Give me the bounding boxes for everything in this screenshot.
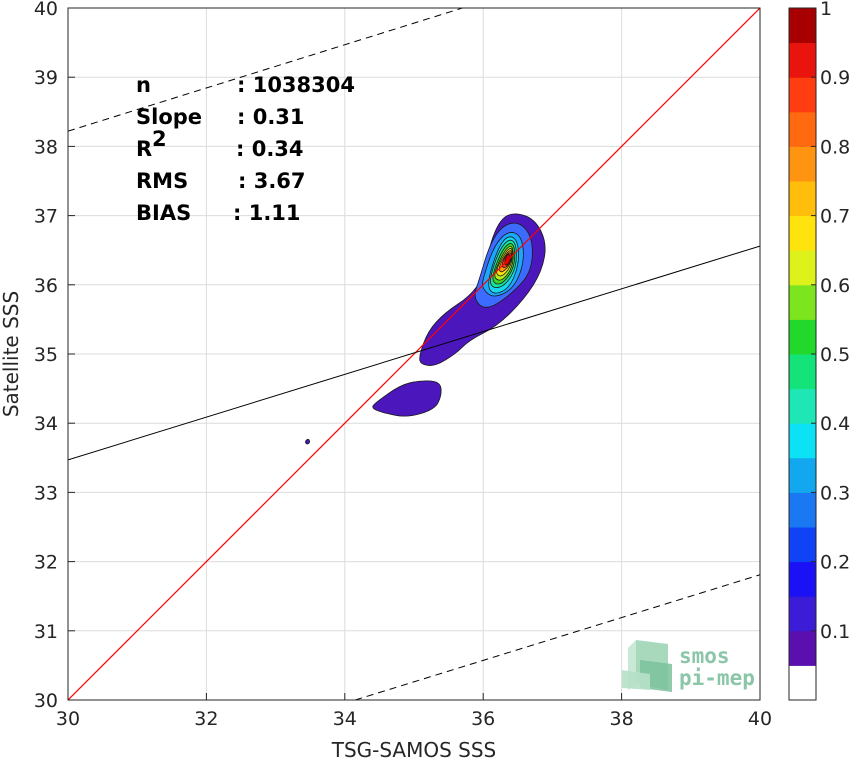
colorbar-band [789, 77, 816, 113]
y-tick-label: 35 [34, 344, 58, 366]
logo-graphic-icon [622, 640, 672, 692]
colorbar-tick-label: 0.7 [820, 206, 850, 228]
colorbar-band [789, 215, 816, 251]
stat-label: BIAS [136, 201, 191, 225]
y-tick-label: 32 [34, 552, 58, 574]
y-tick-label: 37 [34, 206, 58, 228]
colorbar-tick-label: 0.1 [820, 621, 850, 643]
smos-pi-mep-logo: smos pi-mep [622, 640, 755, 692]
colorbar-band [789, 596, 816, 632]
y-tick-label: 34 [34, 413, 58, 435]
colorbar-band [789, 354, 816, 390]
regression-fit-line [68, 245, 760, 461]
colorbar-band [789, 181, 816, 217]
stat-label-superscript: 2 [152, 127, 167, 151]
colorbar-tick-label: 0.3 [820, 482, 850, 504]
colorbar-tick-label: 1 [820, 0, 832, 20]
colorbar-tick-label: 0.9 [820, 67, 850, 89]
colorbar-band [789, 492, 816, 528]
colorbar [789, 8, 816, 701]
stat-value: : 3.67 [238, 169, 306, 193]
stat-label: n [136, 73, 151, 97]
colorbar-tick-label: 0.5 [820, 344, 850, 366]
y-axis-ticks: 30 31 32 33 34 35 36 37 38 39 40 [34, 0, 75, 712]
colorbar-band [789, 388, 816, 424]
y-tick-label: 38 [34, 136, 58, 158]
stat-label: Slope [136, 105, 202, 129]
colorbar-band [789, 527, 816, 563]
colorbar-band [789, 561, 816, 597]
y-tick-label: 31 [34, 621, 58, 643]
x-tick-label: 32 [194, 708, 218, 730]
y-tick-label: 33 [34, 482, 58, 504]
colorbar-band [789, 457, 816, 493]
colorbar-ticks: 0.1 0.2 0.3 0.4 0.5 0.6 0.7 0.8 0.9 1 [811, 0, 850, 643]
x-tick-label: 38 [610, 708, 634, 730]
colorbar-band [789, 146, 816, 182]
y-tick-label: 40 [34, 0, 58, 20]
dashed-bound-line [68, 8, 463, 132]
colorbar-band [789, 630, 816, 666]
reference-lines [68, 8, 760, 700]
stat-value: : 1.11 [233, 201, 301, 225]
stat-value: : 0.31 [237, 105, 305, 129]
colorbar-band [789, 250, 816, 286]
statistics-annotation: n : 1038304 Slope : 0.31 R 2 : 0.34 RMS : 3.67 BI… [136, 73, 355, 225]
x-axis-label: TSG-SAMOS SSS [331, 738, 497, 762]
x-tick-label: 36 [471, 708, 495, 730]
density-contour-0.05 [372, 380, 442, 417]
x-tick-label: 34 [333, 708, 357, 730]
stat-label: R [136, 137, 152, 161]
logo-text-smos: smos [679, 644, 730, 668]
grid-lines [67, 7, 761, 701]
identity-line [68, 8, 760, 700]
colorbar-band [789, 665, 816, 701]
y-tick-label: 39 [34, 67, 58, 89]
colorbar-tick-label: 0.6 [820, 275, 850, 297]
colorbar-band [789, 111, 816, 147]
colorbar-tick-label: 0.4 [820, 413, 850, 435]
colorbar-band [789, 319, 816, 355]
x-axis-ticks: 30 32 34 36 38 40 [56, 693, 772, 730]
y-tick-label: 36 [34, 275, 58, 297]
dashed-bound-line [355, 574, 760, 700]
x-tick-label: 40 [748, 708, 772, 730]
y-tick-label: 30 [34, 690, 58, 712]
colorbar-band [789, 423, 816, 459]
density-contour-0.05 [305, 438, 311, 445]
colorbar-tick-label: 0.8 [820, 136, 850, 158]
y-axis-label: Satellite SSS [0, 291, 23, 417]
stat-value: : 0.34 [236, 137, 304, 161]
colorbar-band [789, 284, 816, 320]
stat-label: RMS [136, 169, 188, 193]
stat-value: : 1038304 [237, 73, 355, 97]
colorbar-band [789, 42, 816, 78]
colorbar-band [789, 8, 816, 44]
colorbar-tick-label: 0.2 [820, 552, 850, 574]
logo-text-pi-mep: pi-mep [679, 666, 755, 690]
x-tick-label: 30 [56, 708, 80, 730]
